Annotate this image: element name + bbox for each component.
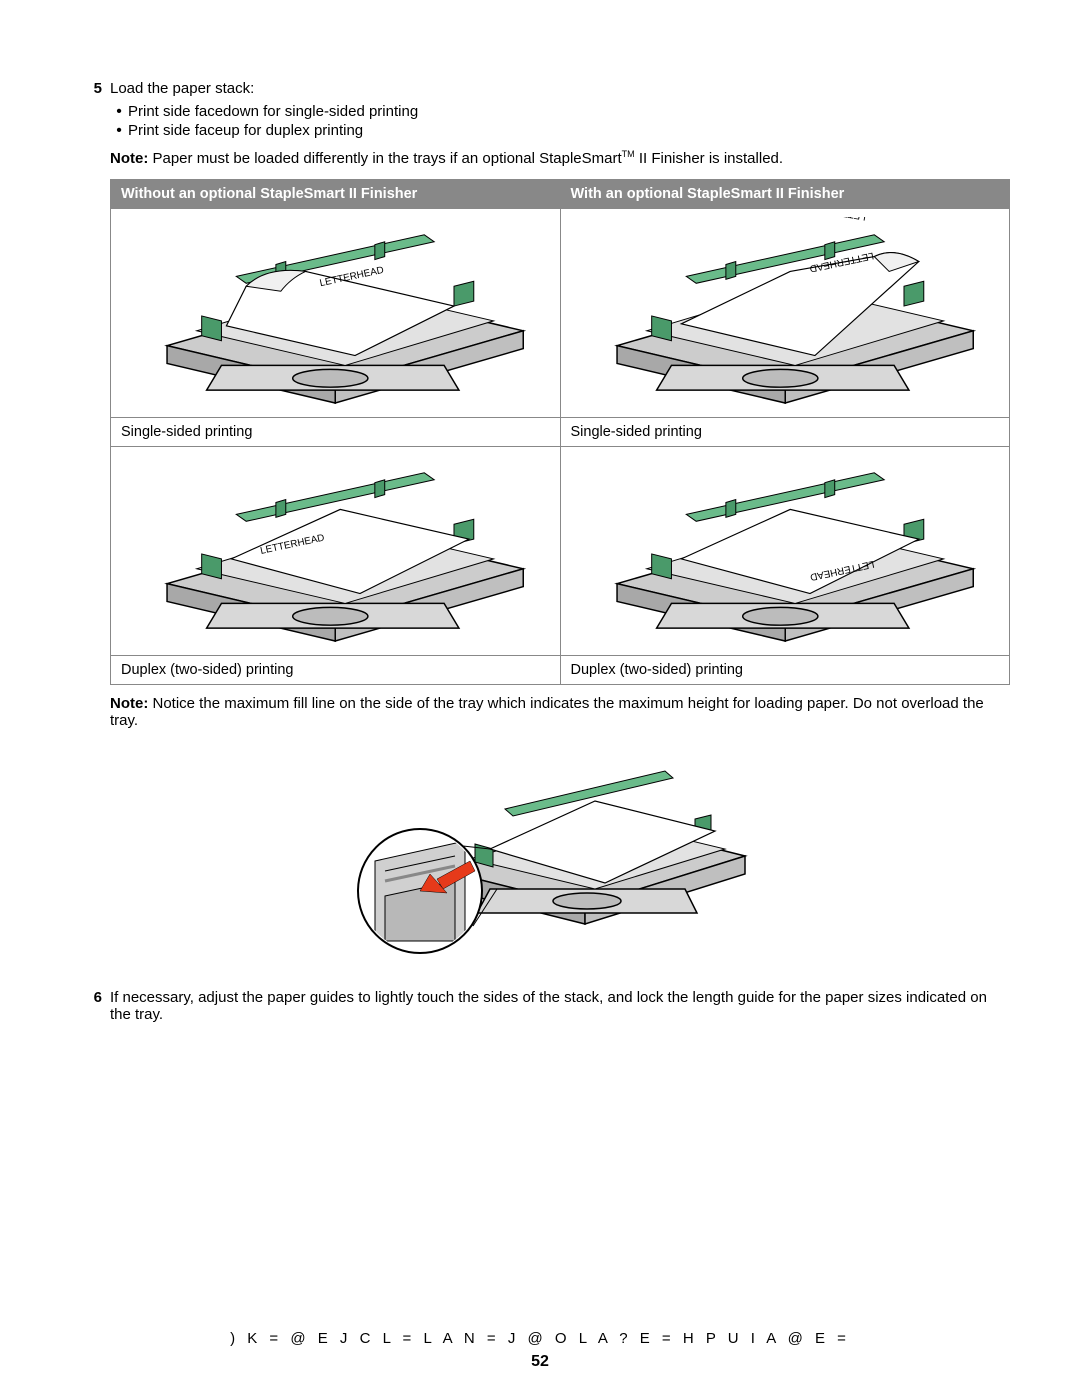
finisher-table: Without an optional StapleSmart II Finis…: [110, 179, 1010, 685]
fill-line-figure: [80, 741, 1010, 965]
bullet-item: • Print side faceup for duplex printing: [110, 122, 1010, 139]
bullet-text: Print side faceup for duplex printing: [128, 122, 363, 139]
tray-with-singlesided-image: LETTERHEAD LETTERHEAD: [560, 209, 1010, 418]
tray-diagram-icon: LETTERHEAD: [119, 217, 552, 405]
caption-single-sided-right: Single-sided printing: [560, 418, 1010, 447]
step-5-number: 5: [80, 80, 110, 97]
step-5-note: Note: Paper must be loaded differently i…: [110, 149, 1010, 167]
caption-single-sided-left: Single-sided printing: [111, 418, 561, 447]
bullet-dot-icon: •: [110, 123, 128, 139]
step-6-text: If necessary, adjust the paper guides to…: [110, 989, 1010, 1023]
table-header-without: Without an optional StapleSmart II Finis…: [111, 180, 561, 209]
fill-line-note: Note: Notice the maximum fill line on th…: [110, 695, 1010, 729]
tray-fill-line-diagram-icon: [325, 741, 765, 961]
step-6-number: 6: [80, 989, 110, 1023]
tray-without-singlesided-image: LETTERHEAD: [111, 209, 561, 418]
bullet-item: • Print side facedown for single-sided p…: [110, 103, 1010, 120]
note-label: Note:: [110, 150, 148, 167]
tray-without-duplex-image: LETTERHEAD: [111, 447, 561, 656]
caption-duplex-right: Duplex (two-sided) printing: [560, 656, 1010, 685]
step-5-bullets: • Print side facedown for single-sided p…: [110, 103, 1010, 139]
tray-diagram-icon: LETTERHEAD: [119, 455, 552, 643]
note-label: Note:: [110, 695, 148, 712]
page-number: 52: [0, 1353, 1080, 1371]
caption-duplex-left: Duplex (two-sided) printing: [111, 656, 561, 685]
note-text-pre: Paper must be loaded differently in the …: [148, 150, 621, 167]
tray-diagram-icon: LETTERHEAD LETTERHEAD: [569, 217, 1002, 405]
tray-with-duplex-image: LETTERHEAD: [560, 447, 1010, 656]
bullet-text: Print side facedown for single-sided pri…: [128, 103, 418, 120]
bullet-dot-icon: •: [110, 104, 128, 120]
step-5-text: Load the paper stack:: [110, 80, 1010, 97]
step-6: 6 If necessary, adjust the paper guides …: [80, 989, 1010, 1023]
tray-diagram-icon: LETTERHEAD: [569, 455, 1002, 643]
note-text: Notice the maximum fill line on the side…: [110, 695, 984, 729]
svg-text:LETTERHEAD: LETTERHEAD: [800, 217, 866, 222]
table-header-with: With an optional StapleSmart II Finisher: [560, 180, 1010, 209]
step-5: 5 Load the paper stack:: [80, 80, 1010, 97]
note-text-post: II Finisher is installed.: [635, 150, 783, 167]
footer-text: ) K = @ E J C L = L A N = J @ O L A ? E …: [0, 1330, 1080, 1347]
trademark-superscript: TM: [622, 149, 635, 159]
